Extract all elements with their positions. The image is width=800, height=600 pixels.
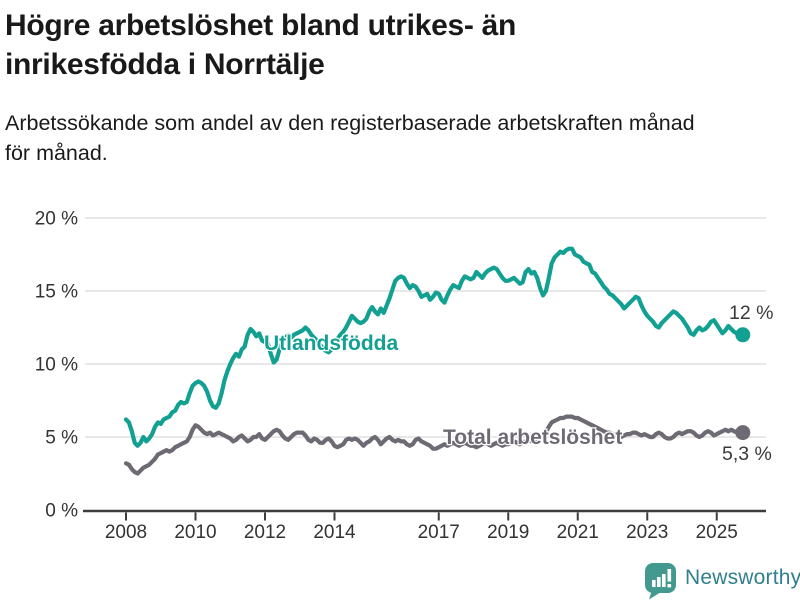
end-value-label-total: 5,3 %	[722, 443, 772, 465]
subtitle-line-1: Arbetssökande som andel av den registerb…	[5, 111, 695, 135]
series-label-total: Total arbetslöshet	[443, 426, 622, 449]
y-tick-label: 0 %	[45, 501, 78, 522]
y-tick-label: 10 %	[35, 355, 78, 376]
y-tick-label: 15 %	[35, 282, 78, 303]
logo-bar-1	[652, 580, 656, 587]
title-line-2: inrikesfödda i Norrtälje	[5, 48, 325, 81]
newsworthy-logo-icon	[645, 563, 676, 600]
brand-footer: Newsworthy	[644, 560, 800, 600]
y-tick-label: 20 %	[35, 209, 78, 230]
logo-bar-2	[657, 577, 661, 587]
x-tick-label: 2021	[557, 522, 599, 543]
page-subtitle: Arbetssökande som andel av den registerb…	[5, 108, 775, 168]
page-title: Högre arbetslöshet bland utrikes- än inri…	[5, 6, 775, 84]
x-tick-label: 2010	[174, 522, 216, 543]
brand-name: Newsworthy	[685, 566, 800, 589]
subtitle-line-2: för månad.	[5, 141, 108, 165]
series-end-dot-utlandsfodda	[735, 327, 751, 343]
series-label-utlandsfodda: Utlandsfödda	[264, 332, 398, 355]
logo-bar-3	[662, 574, 666, 587]
series-end-dot-total	[735, 425, 751, 441]
x-tick-label: 2023	[626, 522, 668, 543]
x-tick-label: 2014	[313, 522, 356, 543]
logo-exclamation-bar	[667, 569, 672, 582]
series-line-utlandsfodda	[123, 246, 745, 448]
x-tick-label: 2019	[487, 522, 529, 543]
logo-exclamation-dot	[667, 584, 672, 588]
title-line-1: Högre arbetslöshet bland utrikes- än	[5, 9, 516, 42]
x-tick-label: 2008	[105, 522, 147, 543]
end-value-label-utlandsfodda: 12 %	[729, 302, 773, 324]
x-tick-label: 2025	[696, 522, 738, 543]
series-line-total	[123, 414, 745, 476]
logo-bubble-tail	[649, 590, 661, 600]
chart-header: Högre arbetslöshet bland utrikes- än inri…	[5, 6, 775, 168]
y-tick-label: 5 %	[45, 428, 78, 449]
x-tick-label: 2012	[244, 522, 286, 543]
x-tick-label: 2017	[418, 522, 460, 543]
